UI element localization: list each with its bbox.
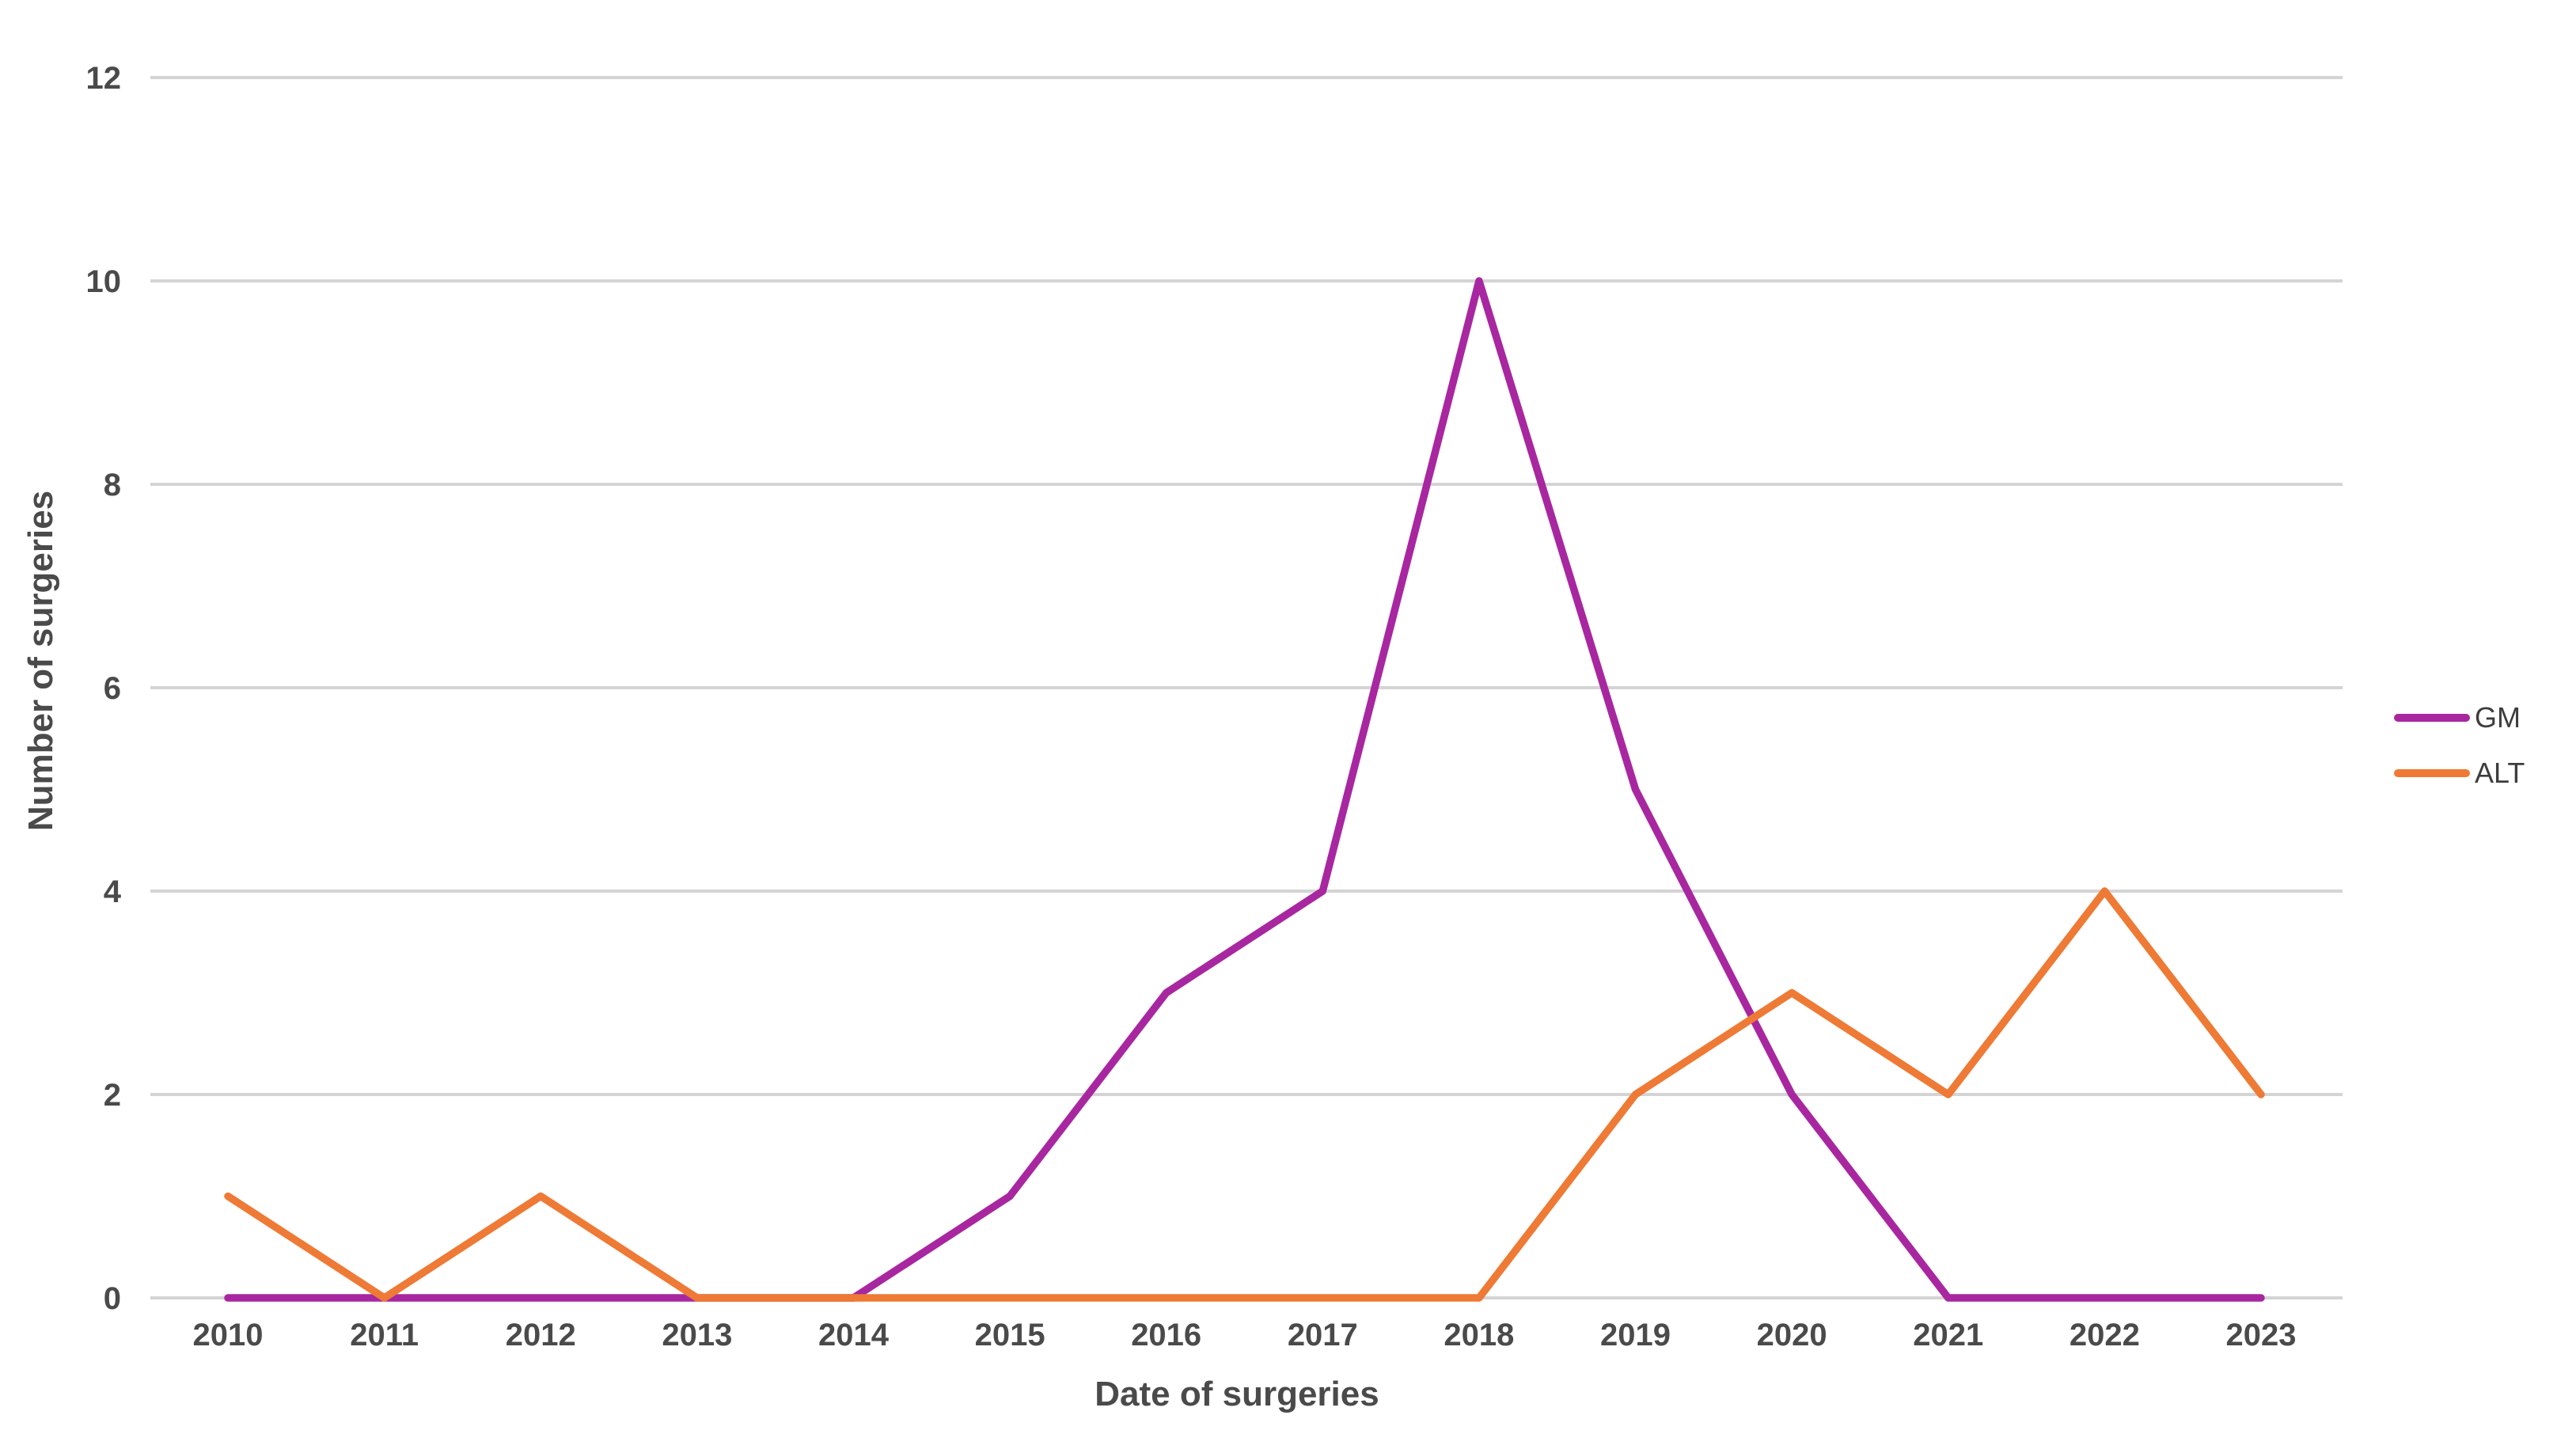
legend: GM ALT xyxy=(2394,701,2525,790)
legend-item-alt: ALT xyxy=(2394,757,2525,790)
x-tick-label: 2021 xyxy=(1913,1318,1983,1352)
y-tick-label: 12 xyxy=(86,61,122,96)
x-tick-label: 2010 xyxy=(193,1318,264,1352)
x-tick-label: 2020 xyxy=(1757,1318,1827,1352)
alt-line-swatch xyxy=(2394,769,2470,777)
x-tick-label: 2015 xyxy=(975,1318,1045,1352)
series-line-gm xyxy=(224,277,2265,1302)
legend-item-gm: GM xyxy=(2394,701,2525,734)
x-tick-label: 2018 xyxy=(1444,1318,1514,1352)
gm-line-swatch xyxy=(2394,714,2470,722)
legend-label-alt: ALT xyxy=(2475,757,2525,789)
x-tick-label: 2011 xyxy=(350,1318,419,1352)
x-tick-label: 2012 xyxy=(506,1318,576,1352)
legend-label-gm: GM xyxy=(2475,701,2521,734)
y-tick-label: 0 xyxy=(104,1281,121,1316)
x-tick-label: 2019 xyxy=(1600,1318,1671,1352)
series-line-alt xyxy=(224,887,2265,1302)
x-tick-label: 2014 xyxy=(818,1318,890,1352)
x-axis-title: Date of surgeries xyxy=(1095,1375,1379,1413)
y-axis-title: Number of surgeries xyxy=(21,490,60,832)
y-tick-label: 6 xyxy=(104,671,121,706)
x-tick-label: 2022 xyxy=(2070,1318,2140,1352)
x-tick-label: 2017 xyxy=(1288,1318,1358,1352)
y-tick-label: 8 xyxy=(104,468,121,503)
x-tick-label: 2023 xyxy=(2226,1318,2297,1352)
y-tick-label: 4 xyxy=(104,874,122,909)
y-tick-label: 10 xyxy=(86,264,122,299)
y-tick-label: 2 xyxy=(104,1078,121,1113)
x-tick-label: 2013 xyxy=(662,1318,732,1352)
x-tick-label: 2016 xyxy=(1131,1318,1201,1352)
